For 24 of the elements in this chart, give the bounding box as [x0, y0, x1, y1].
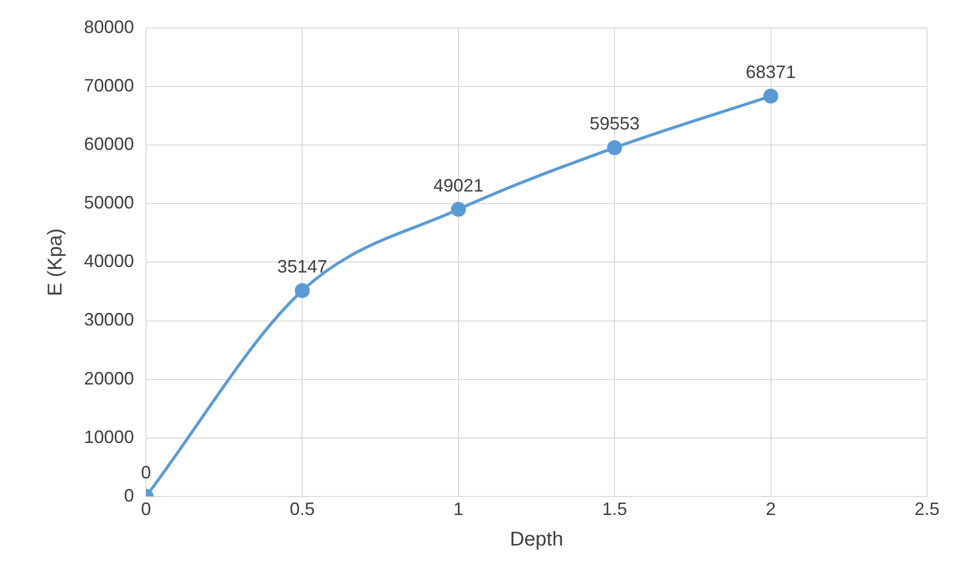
x-tick-label: 0: [141, 499, 152, 520]
y-tick-label: 70000: [84, 76, 134, 96]
y-tick-label: 60000: [84, 134, 134, 154]
point: [763, 88, 778, 104]
x-axis-title: Depth: [510, 528, 564, 551]
point: [607, 140, 622, 156]
x-tick-label: 2: [766, 499, 776, 520]
data-label: 59553: [590, 114, 640, 134]
x-tick-label: 1: [453, 499, 464, 520]
data-label: 49021: [433, 175, 484, 196]
y-tick-label: 10000: [84, 426, 134, 447]
y-tick-label: 40000: [84, 251, 134, 272]
y-tick-label: 20000: [84, 368, 134, 388]
x-tick-label: 1.5: [602, 499, 628, 520]
y-tick-label: 80000: [84, 16, 134, 37]
data-label: 68371: [746, 62, 796, 82]
x-tick-label: 0.5: [290, 499, 315, 520]
x-tick-label: 2.5: [914, 499, 940, 520]
y-tick-label: 0: [124, 485, 134, 506]
data-label: 35147: [277, 256, 328, 277]
data-label: 0: [141, 462, 152, 482]
y-tick-label: 50000: [84, 192, 134, 213]
y-tick-label: 30000: [84, 310, 134, 330]
y-axis-title: E (Kpa): [44, 228, 67, 296]
